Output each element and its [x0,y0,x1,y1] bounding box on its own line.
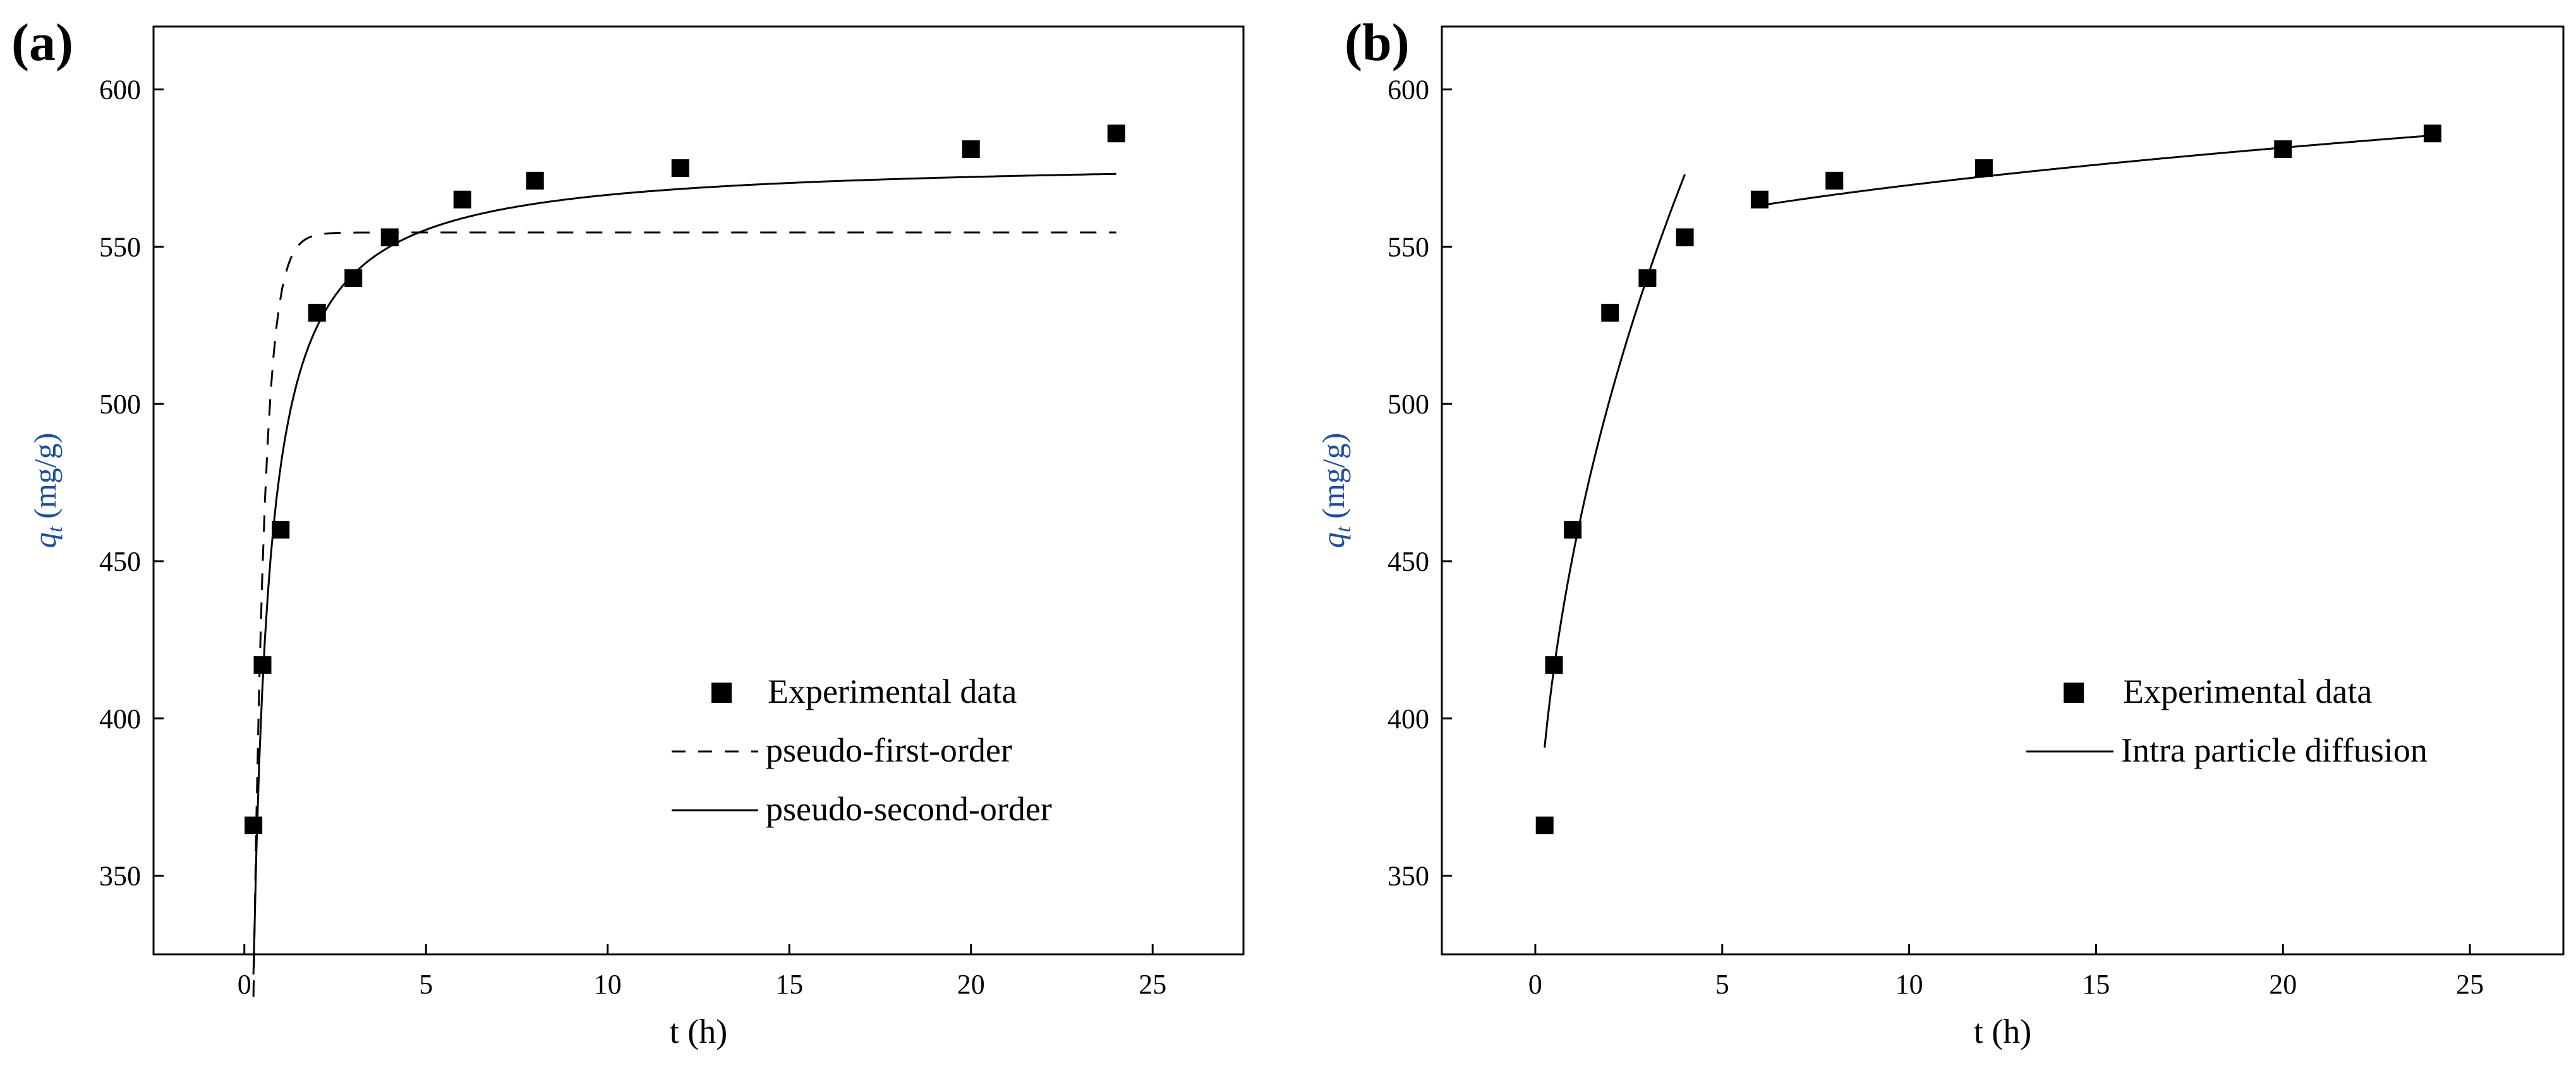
panel-label: (a) [11,13,73,72]
data-point [272,521,290,539]
x-tick-label: 5 [419,969,433,1000]
pseudo-second-order-curve [252,173,1116,975]
data-point [1545,656,1563,674]
data-point [245,816,263,834]
panel-a: 0 5 10 15 20 25 350 400 450 500 550 600 t (h) qt (mg/g… [11,13,1245,1050]
data-point [1750,190,1769,209]
y-axis-subscript: t [44,525,67,532]
data-point [453,190,471,209]
y-tick-label: 550 [1388,231,1429,262]
data-point [2274,140,2292,159]
x-tick-label: 20 [957,969,985,1000]
x-axis-title: t (h) [670,1012,727,1050]
legend-label: Experimental data [768,672,1017,710]
data-point [1601,303,1619,322]
legend-label: Experimental data [2123,672,2372,710]
x-tick-label: 0 [238,969,251,1000]
data-point [2423,125,2441,143]
intra-particle-diffusion-curve [1544,174,1686,748]
x-tick-label: 5 [1715,969,1729,1000]
x-tick-label: 0 [1528,969,1542,1000]
intra-particle-diffusion-curve [1759,134,2433,207]
y-tick-label: 450 [99,546,141,577]
data-point [253,656,272,674]
data-point [308,303,326,322]
legend-label: Intra particle diffusion [2121,731,2428,769]
data-point [1974,159,1993,177]
y-tick-label: 400 [99,703,141,734]
data-point [1564,521,1582,539]
data-point [1825,171,1844,190]
x-axis-title: t (h) [1974,1012,2031,1050]
y-axis-unit: (mg/g) [27,433,63,519]
legend-label: pseudo-first-order [766,731,1012,769]
y-axis-title: qt (mg/g) [27,433,67,549]
data-point [526,171,544,190]
y-tick-label: 350 [1388,861,1429,892]
y-tick-label: 500 [99,389,141,420]
x-tick-label: 20 [2269,969,2297,1000]
data-point [671,159,689,177]
y-tick-label: 400 [1388,703,1429,734]
data-point [1535,816,1554,834]
y-tick-label: 500 [1388,389,1429,420]
legend-label: pseudo-second-order [766,790,1052,828]
legend-marker [711,683,732,703]
x-tick-label: 10 [594,969,622,1000]
y-tick-label: 600 [1388,75,1429,106]
pseudo-first-order-curve [252,231,1116,997]
y-tick-label: 350 [99,861,141,892]
x-tick-label: 25 [1139,969,1166,1000]
x-tick-label: 15 [2082,969,2110,1000]
data-point [380,228,399,246]
data-point [1676,228,1694,246]
plot-frame [1441,25,2565,956]
y-axis-title: qt (mg/g) [1315,433,1355,549]
data-point [962,140,980,159]
data-point [1107,125,1125,143]
plot-frame [152,25,1245,956]
data-point [1638,269,1657,288]
y-axis-symbol: q [27,532,63,548]
y-axis-unit: (mg/g) [1315,433,1351,519]
panel-b: 0 5 10 15 20 25 350 400 450 500 550 600 t (h) qt (mg/g… [1315,13,2565,1050]
x-tick-label: 10 [1896,969,1923,1000]
y-tick-label: 600 [99,75,141,106]
x-tick-label: 25 [2456,969,2484,1000]
data-point [344,269,363,288]
y-axis-subscript: t [1332,525,1355,532]
legend-marker [2064,683,2084,703]
y-tick-label: 450 [1388,546,1429,577]
y-tick-label: 550 [99,231,141,262]
panel-label: (b) [1345,13,1410,72]
y-axis-symbol: q [1315,532,1351,548]
x-tick-label: 15 [775,969,803,1000]
